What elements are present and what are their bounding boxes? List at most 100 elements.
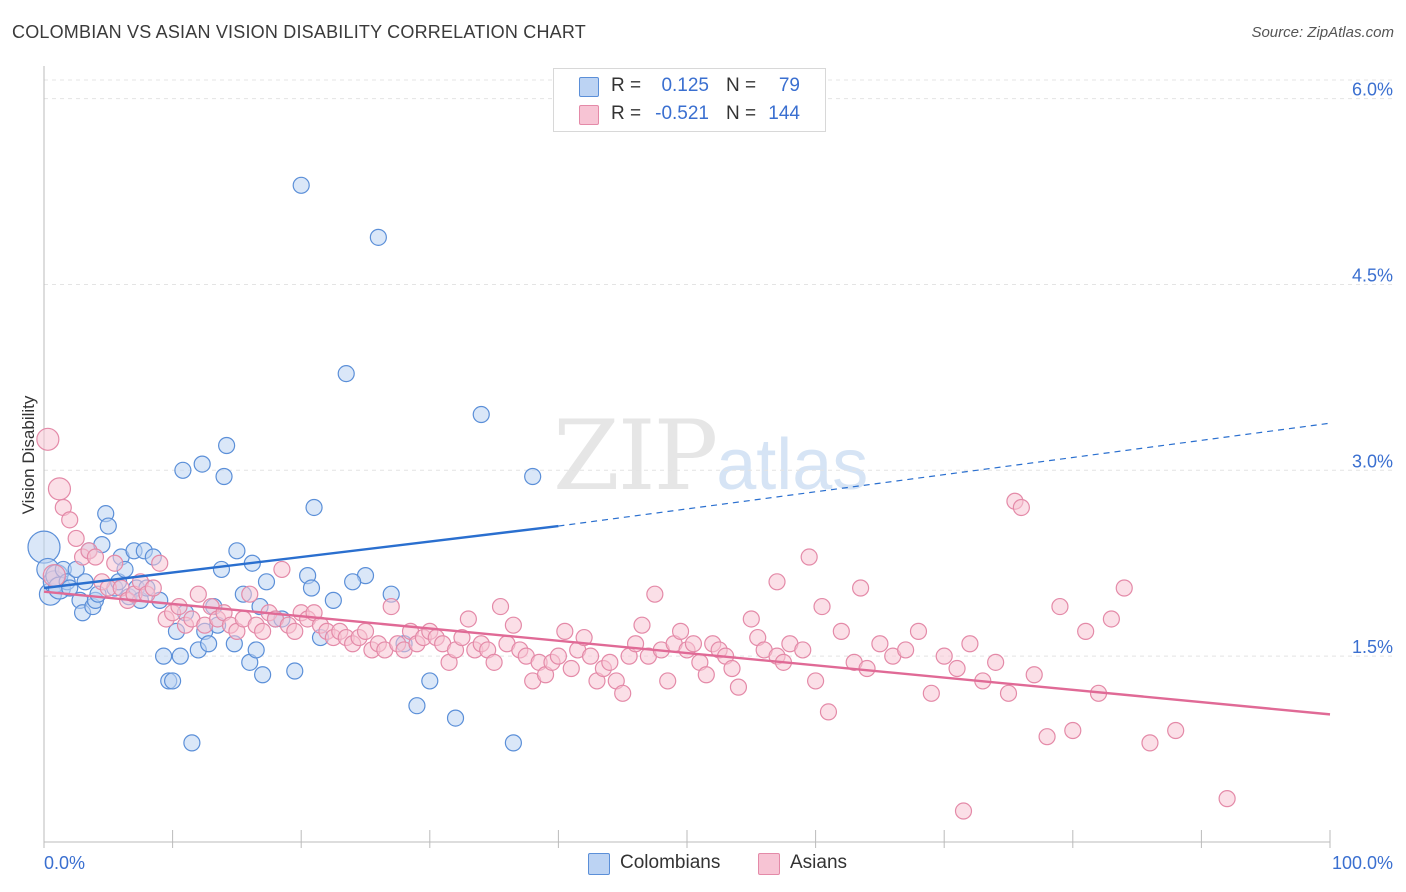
y-axis-label: Vision Disability [19,395,38,514]
point-colombians [286,662,304,680]
point-asians [697,666,715,684]
point-asians [987,653,1005,671]
point-asians [106,554,124,572]
point-asians [575,628,593,647]
point-asians [170,597,188,616]
point-asians [1064,721,1082,740]
point-asians [813,597,831,616]
point-asians [36,427,60,451]
point-asians [549,647,568,665]
point-asians [189,585,207,603]
legend-n-value: 144 [768,103,800,124]
point-asians [948,659,966,678]
point-colombians [524,467,542,486]
legend-row-colombians: R = 0.125 N = 79 [554,73,825,101]
trend-line-extension-colombians [558,422,1331,527]
point-asians [151,554,169,572]
point-asians [61,511,79,529]
point-colombians [193,455,211,473]
point-colombians [344,573,362,591]
point-asians [961,635,979,653]
point-asians [768,573,786,591]
point-asians [1038,728,1056,746]
point-asians [646,585,664,603]
legend-r-value: -0.521 [655,103,709,124]
point-colombians [369,228,387,246]
point-colombians [421,672,439,690]
bottom-legend-label: Asians [790,852,848,873]
legend-r-label: R = [611,103,642,124]
point-colombians [183,734,201,752]
point-colombians [212,560,231,579]
point-colombians [99,517,117,535]
point-asians [273,560,291,579]
point-colombians [337,365,355,383]
point-asians [556,622,574,640]
point-asians [86,548,105,566]
point-asians [1218,790,1236,808]
point-asians [832,622,850,640]
y-tick-label: 4.5% [1352,265,1393,285]
point-asians [897,641,915,659]
point-colombians [154,647,173,665]
point-colombians [292,176,310,194]
point-colombians [171,647,189,665]
watermark-atlas: atlas [716,425,869,505]
point-asians [671,622,690,640]
point-colombians [446,709,465,727]
point-asians [1051,597,1069,616]
watermark: ZIPatlas [553,400,868,512]
point-colombians [254,666,272,684]
trend-line-asians [43,590,1331,716]
point-colombians [472,405,490,424]
point-asians [485,653,503,671]
point-asians [909,622,928,640]
point-asians [1167,721,1185,740]
trend-line-colombians [43,524,559,590]
point-asians [1141,734,1159,752]
point-colombians [164,672,182,690]
point-asians [633,616,651,634]
point-asians [504,616,522,634]
point-asians [47,477,72,501]
point-asians [659,672,677,690]
x-tick-label-left: 0.0% [44,853,85,873]
watermark-zip: ZIP [553,400,718,512]
stats-legend: R = 0.125 N = 79 R = -0.521 N = 144 [553,68,826,132]
legend-n-label: N = [726,103,757,124]
point-asians [453,628,471,647]
point-asians [581,647,600,665]
point-asians [601,653,619,671]
legend-r-label: R = [611,75,642,96]
point-asians [286,622,304,640]
y-tick-label: 1.5% [1352,637,1393,657]
bottom-legend-swatch-asians [758,853,780,875]
point-asians [800,548,818,566]
chart-title: COLOMBIAN VS ASIAN VISION DISABILITY COR… [12,22,586,42]
point-asians [1115,579,1133,597]
source-label: Source: ZipAtlas.com [1251,24,1394,41]
x-tick-label-right: 100.0% [1332,853,1393,873]
point-asians [356,622,375,640]
point-asians [614,684,632,702]
point-asians [729,678,748,696]
legend-swatch-colombians [579,77,599,97]
point-colombians [408,697,426,715]
point-asians [42,564,66,588]
point-asians [254,622,272,640]
point-asians [819,703,838,721]
point-colombians [324,591,342,609]
point-asians [999,684,1018,702]
point-colombians [302,579,321,597]
point-asians [954,802,973,820]
point-asians [852,579,870,597]
point-colombians [200,635,218,653]
point-asians [1025,666,1043,684]
legend-n-value: 79 [778,75,800,96]
bottom-legend-label: Colombians [620,852,721,873]
point-asians [67,529,85,548]
point-asians [1102,610,1120,628]
legend-row-asians: R = -0.521 N = 144 [554,101,825,129]
point-asians [794,641,812,659]
